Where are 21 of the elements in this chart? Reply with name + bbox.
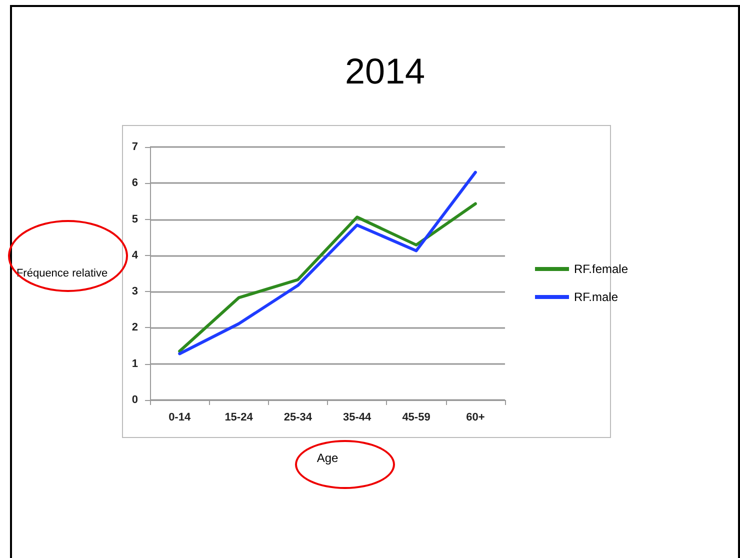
x-tick-label: 60+ — [466, 412, 485, 424]
legend-label: RF.female — [574, 262, 628, 276]
x-tick-label: 35-44 — [343, 412, 372, 424]
y-tick-label: 0 — [132, 394, 138, 406]
y-axis-title: Fréquence relative — [16, 268, 108, 280]
x-axis-title: Age — [316, 451, 338, 465]
y-tick-label: 4 — [132, 249, 139, 262]
line-series — [178, 170, 477, 356]
y-tick-label: 6 — [132, 177, 138, 190]
x-tick-label: 25-34 — [284, 412, 313, 424]
chart-title: 2014 — [344, 50, 426, 92]
x-tick-label: 45-59 — [402, 412, 430, 424]
x-tick-label: 15-24 — [224, 412, 254, 424]
y-tick-label: 2 — [132, 322, 138, 334]
legend-label: RF.male — [574, 290, 618, 304]
x-tick-label: 0-14 — [168, 412, 192, 424]
y-tick-label: 1 — [132, 358, 138, 370]
line-series — [178, 202, 477, 353]
y-tick-label: 3 — [132, 286, 138, 298]
y-tick-label: 5 — [132, 213, 138, 226]
y-tick-label: 7 — [132, 141, 138, 153]
